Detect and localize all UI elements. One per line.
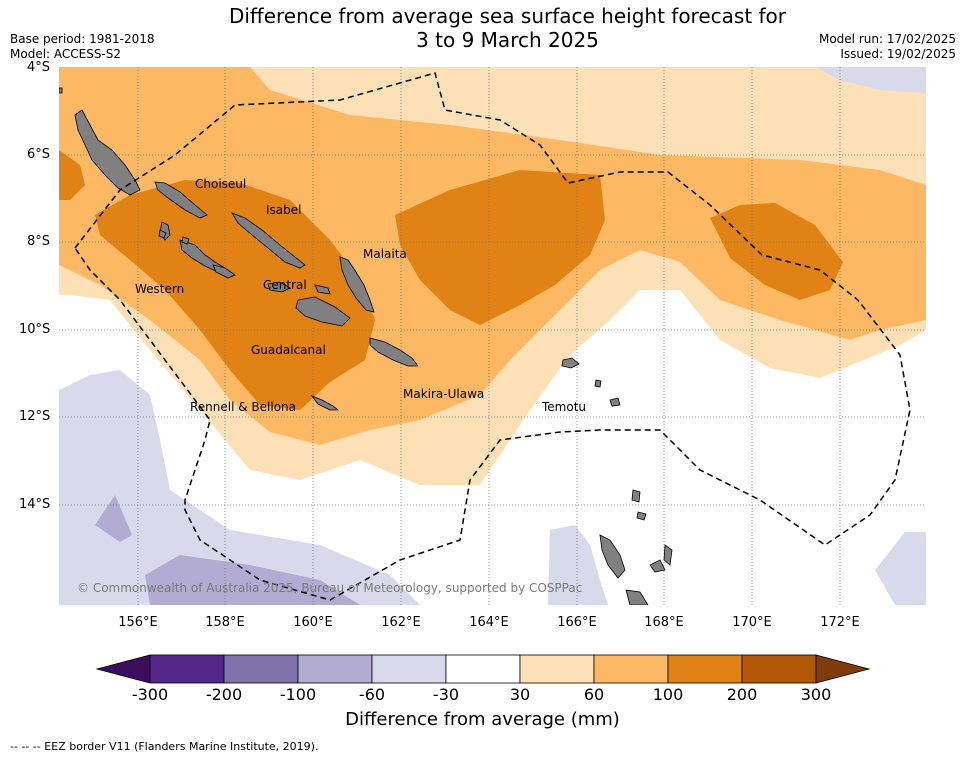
- map-area: Choiseul Isabel Malaita Western Central …: [59, 67, 926, 605]
- colorbar-bin-6: [519, 654, 595, 684]
- colorbar-tick: -30: [432, 685, 460, 704]
- colorbar-bin-2: [223, 654, 299, 684]
- lat-label-10s: 10°S: [19, 322, 51, 337]
- label-isabel: Isabel: [266, 203, 301, 217]
- colorbar-tick: 60: [583, 685, 605, 704]
- model-name: Model: ACCESS-S2: [10, 47, 122, 61]
- contour-neg-30-60: [59, 370, 420, 605]
- island-small-2: [181, 236, 190, 245]
- colorbar-bin-3: [297, 654, 373, 684]
- copyright-notice: © Commonwealth of Australia 2025, Bureau…: [77, 581, 582, 595]
- colorbar-tick: 200: [726, 685, 758, 704]
- colorbar-bin-5: [445, 654, 521, 684]
- contour-neg-se2: [875, 532, 926, 605]
- model-run: Model run: 17/02/2025: [818, 32, 956, 46]
- colorbar-bin-9: [741, 654, 817, 684]
- island-guadalcanal: [295, 296, 351, 327]
- lon-label-156e: 156°E: [118, 615, 158, 630]
- lon-label-162e: 162°E: [381, 615, 421, 630]
- label-rennell-bellona: Rennell & Bellona: [190, 400, 296, 414]
- island-rennell: [310, 395, 340, 411]
- colorbar-extend-low: [95, 654, 151, 684]
- island-small-1: [158, 229, 167, 239]
- land-islands: [59, 87, 673, 605]
- contour-100-200-east: [710, 203, 843, 300]
- lon-label-164e: 164°E: [469, 615, 509, 630]
- label-choiseul: Choiseul: [195, 177, 246, 191]
- island-vanuatu-3: [663, 544, 673, 566]
- label-temotu: Temotu: [541, 400, 586, 414]
- island-bougainville: [74, 109, 141, 196]
- colorbar-tick: 100: [652, 685, 684, 704]
- island-banks: [631, 489, 641, 503]
- colorbar-tick: -300: [131, 685, 169, 704]
- colorbar-bin-1: [149, 654, 225, 684]
- lat-label-14s: 14°S: [19, 497, 51, 512]
- island-small-6: [594, 379, 602, 388]
- island-vanuatu-north: [599, 534, 626, 579]
- colorbar-tick: 30: [509, 685, 531, 704]
- island-small-4: [59, 87, 63, 94]
- lon-label-172e: 172°E: [820, 615, 860, 630]
- lon-label-160e: 160°E: [293, 615, 333, 630]
- colorbar-bin-7: [593, 654, 669, 684]
- contour-neg-ne: [815, 67, 926, 93]
- colorbar-bin-8: [667, 654, 743, 684]
- island-vanuatu-2: [649, 559, 666, 573]
- island-small-3: [314, 284, 331, 295]
- colorbar-extend-high: [815, 654, 871, 684]
- label-central: Central: [263, 278, 307, 292]
- label-makira-ulawa: Makira-Ulawa: [403, 387, 484, 401]
- contour-100-200-central: [395, 170, 605, 325]
- map-title-line2: 3 to 9 March 2025: [416, 28, 599, 52]
- island-malaita: [339, 256, 375, 313]
- island-isabel: [231, 212, 306, 269]
- lat-label-8s: 8°S: [27, 234, 51, 249]
- label-western: Western: [135, 282, 184, 296]
- eez-border: [74, 72, 911, 601]
- map-title: Difference from average sea surface heig…: [200, 4, 815, 52]
- map-title-line1: Difference from average sea surface heig…: [228, 4, 787, 28]
- island-vanuatu-4: [625, 589, 649, 605]
- issued-date: Issued: 19/02/2025: [840, 47, 956, 61]
- lon-label-170e: 170°E: [732, 615, 772, 630]
- lon-label-166e: 166°E: [557, 615, 597, 630]
- island-makira: [369, 337, 419, 367]
- label-malaita: Malaita: [363, 247, 407, 261]
- colorbar: [95, 654, 871, 684]
- island-utupua: [609, 397, 621, 407]
- island-nggela: [267, 281, 291, 293]
- gridlines: [59, 67, 926, 605]
- contour-100-200-edge: [59, 150, 85, 200]
- base-period: Base period: 1981-2018: [10, 32, 155, 46]
- lat-label-12s: 12°S: [19, 409, 51, 424]
- colorbar-bin-4: [371, 654, 447, 684]
- lon-label-158e: 158°E: [205, 615, 245, 630]
- header-meta-left: Base period: 1981-2018 Model: ACCESS-S2: [10, 32, 155, 62]
- label-guadalcanal: Guadalcanal: [251, 343, 326, 357]
- island-rendova: [212, 264, 236, 279]
- contour-neg-se1: [548, 525, 608, 605]
- island-choiseul: [154, 181, 208, 219]
- colorbar-tick: -100: [279, 685, 317, 704]
- contour-neg-60-100: [95, 495, 360, 605]
- lat-label-6s: 6°S: [27, 147, 51, 162]
- eez-footnote: -- -- -- EEZ border V11 (Flanders Marine…: [10, 740, 319, 753]
- island-small-5: [636, 511, 647, 521]
- colorbar-tick: -200: [205, 685, 243, 704]
- header-meta-right: Model run: 17/02/2025 Issued: 19/02/2025: [819, 32, 956, 62]
- lat-label-4s: 4°S: [27, 60, 51, 75]
- colorbar-title: Difference from average (mm): [345, 709, 620, 730]
- colorbar-tick: 300: [800, 685, 832, 704]
- colorbar-tick: -60: [358, 685, 386, 704]
- island-santacruz: [561, 357, 580, 369]
- lon-label-168e: 168°E: [644, 615, 684, 630]
